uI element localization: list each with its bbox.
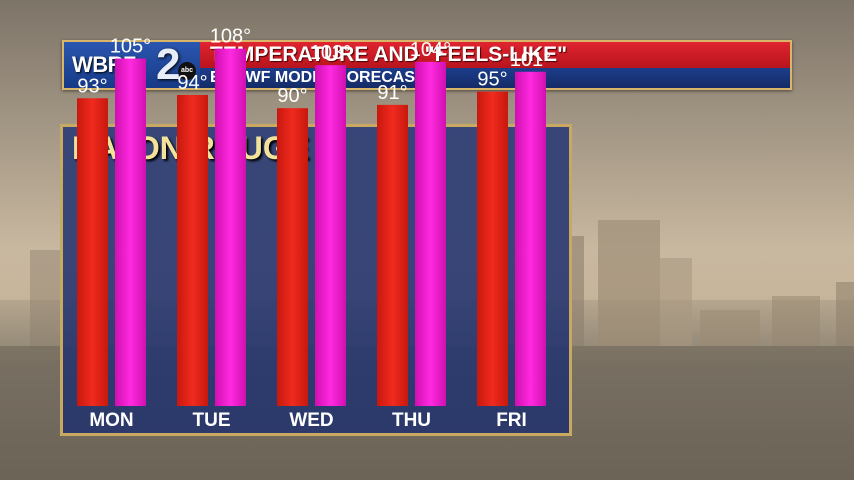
feels-like-label-fri: 101° <box>510 49 551 71</box>
feels-like-bar-wed <box>315 65 346 406</box>
day-label-fri: FRI <box>496 410 527 431</box>
feels-like-label-thu: 104° <box>410 39 451 61</box>
feels-like-label-wed: 103° <box>310 42 351 64</box>
feels-like-bar-mon <box>115 58 146 406</box>
abc-logo-badge: abc <box>178 62 196 80</box>
day-label-mon: MON <box>89 410 133 431</box>
temperature-bar-tue <box>177 94 208 406</box>
feels-like-label-mon: 105° <box>110 36 151 58</box>
temperature-label-mon: 93° <box>77 75 107 97</box>
temperature-label-tue: 94° <box>177 72 207 94</box>
temperature-bar-fri <box>477 91 508 407</box>
feels-like-bar-tue <box>215 48 246 406</box>
temperature-bar-mon <box>77 98 108 406</box>
temperature-bar-wed <box>277 108 308 406</box>
temperature-label-thu: 91° <box>377 82 407 104</box>
day-label-wed: WED <box>289 410 333 431</box>
feels-like-label-tue: 108° <box>210 26 251 48</box>
temperature-label-fri: 95° <box>477 69 507 91</box>
day-label-tue: TUE <box>193 410 231 431</box>
day-label-thu: THU <box>392 410 431 431</box>
feels-like-bar-thu <box>415 61 446 406</box>
logo-number: 2 <box>156 40 181 89</box>
page-title: TEMPERATURE AND "FEELS-LIKE" <box>210 43 568 66</box>
feels-like-bar-fri <box>515 71 546 407</box>
temperature-bar-thu <box>377 104 408 406</box>
temperature-label-wed: 90° <box>277 85 307 107</box>
